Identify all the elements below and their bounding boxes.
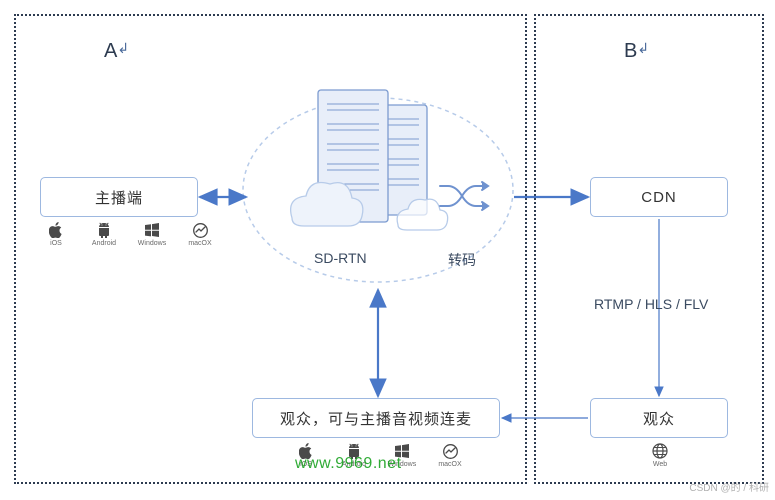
return-mark-icon: ↲ [117, 40, 129, 56]
cdn-node: CDN [590, 177, 728, 217]
platform-label: iOS [50, 240, 62, 247]
audience-platforms: Web [644, 443, 676, 468]
region-a-text: A [104, 40, 117, 62]
platform-macos: macOX [184, 222, 216, 247]
platform-apple: iOS [40, 222, 72, 247]
macos-icon [193, 222, 208, 238]
platform-label: Web [653, 461, 667, 468]
platform-web: Web [644, 443, 676, 468]
audience-label: 观众 [643, 408, 675, 429]
return-mark-icon: ↲ [637, 40, 649, 56]
windows-icon [145, 222, 159, 238]
cdn-label: CDN [641, 189, 677, 206]
audience-node: 观众 [590, 398, 728, 438]
platform-android: Android [88, 222, 120, 247]
broadcaster-platforms: iOS Android Windows macOX [40, 222, 216, 247]
protocol-label: RTMP / HLS / FLV [594, 296, 708, 312]
sdrtn-label: SD-RTN [314, 250, 367, 266]
audience-linked-label: 观众，可与主播音视频连麦 [280, 408, 472, 429]
platform-windows: Windows [136, 222, 168, 247]
platform-label: macOX [188, 240, 211, 247]
watermark-text: www.9969.net [295, 455, 402, 473]
broadcaster-label: 主播端 [95, 187, 143, 208]
region-b-text: B [624, 40, 637, 62]
android-icon [97, 222, 111, 238]
platform-label: Windows [138, 240, 166, 247]
broadcaster-node: 主播端 [40, 177, 198, 217]
platform-macos: macOX [434, 443, 466, 468]
platform-label: macOX [438, 461, 461, 468]
transcode-label: 转码 [448, 250, 476, 270]
region-a-label: A↲ [104, 40, 129, 63]
macos-icon [443, 443, 458, 459]
credit-text: CSDN @的 / 科研 [689, 479, 769, 494]
region-b-label: B↲ [624, 40, 649, 63]
platform-label: Android [92, 240, 116, 247]
apple-icon [49, 222, 63, 238]
audience-linked-node: 观众，可与主播音视频连麦 [252, 398, 500, 438]
web-icon [652, 443, 668, 459]
